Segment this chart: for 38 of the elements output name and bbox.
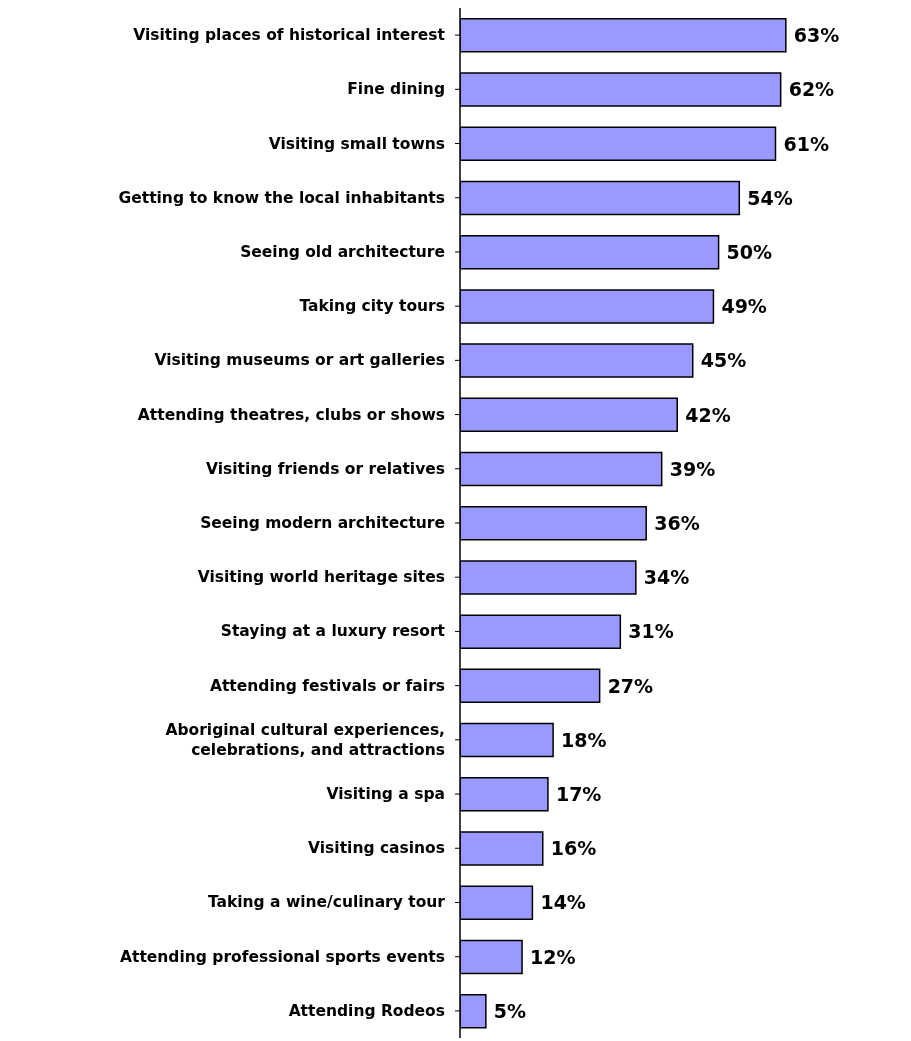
y-tick-label: Attending professional sports events (119, 947, 445, 966)
y-tick-label: Seeing modern architecture (200, 514, 445, 532)
data-label: 17% (555, 783, 602, 806)
y-tick-label: Aboriginal cultural experiences, celebrations, and attractions (165, 720, 445, 759)
data-label: 12% (530, 945, 576, 968)
data-label: 36% (654, 511, 700, 534)
y-tick-label: Seeing old architecture (240, 242, 445, 261)
data-label: 63% (793, 24, 840, 47)
y-tick-label: Taking a wine/culinary tour (207, 893, 446, 912)
data-label: 54% (747, 186, 793, 209)
data-label: 61% (783, 132, 829, 155)
y-tick-label: Visiting small towns (268, 134, 445, 153)
y-tick-label: Visiting world heritage sites (197, 568, 445, 587)
y-tick-label: Attending theatres, clubs or shows (137, 405, 445, 424)
data-label: 45% (700, 349, 747, 372)
y-tick-label: Visiting friends or relatives (206, 459, 445, 478)
data-label: 50% (726, 240, 773, 263)
data-label: 5% (493, 999, 527, 1022)
y-tick-label: Getting to know the local inhabitants (118, 188, 445, 207)
data-label: 27% (607, 674, 654, 697)
data-label: 42% (685, 403, 731, 426)
data-label: 16% (550, 837, 597, 860)
data-label: 14% (540, 891, 586, 914)
y-tick-label: Attending Rodeos (288, 1001, 445, 1020)
data-label: 62% (788, 78, 835, 101)
y-tick-label: Visiting casinos (308, 839, 445, 858)
data-label: 49% (721, 295, 767, 318)
data-label: 39% (669, 457, 716, 480)
data-label: 18% (561, 728, 607, 751)
data-label: 31% (628, 620, 674, 643)
y-tick-label: Visiting museums or art galleries (154, 351, 445, 370)
y-tick-label: Taking city tours (299, 297, 445, 316)
data-label: 34% (643, 566, 690, 589)
y-tick-label: Visiting places of historical interest (133, 26, 446, 45)
y-tick-label: Fine dining (347, 80, 445, 99)
y-tick-label: Visiting a spa (326, 785, 445, 804)
y-tick-label: Staying at a luxury resort (220, 622, 446, 641)
y-tick-label: Attending festivals or fairs (209, 676, 445, 695)
